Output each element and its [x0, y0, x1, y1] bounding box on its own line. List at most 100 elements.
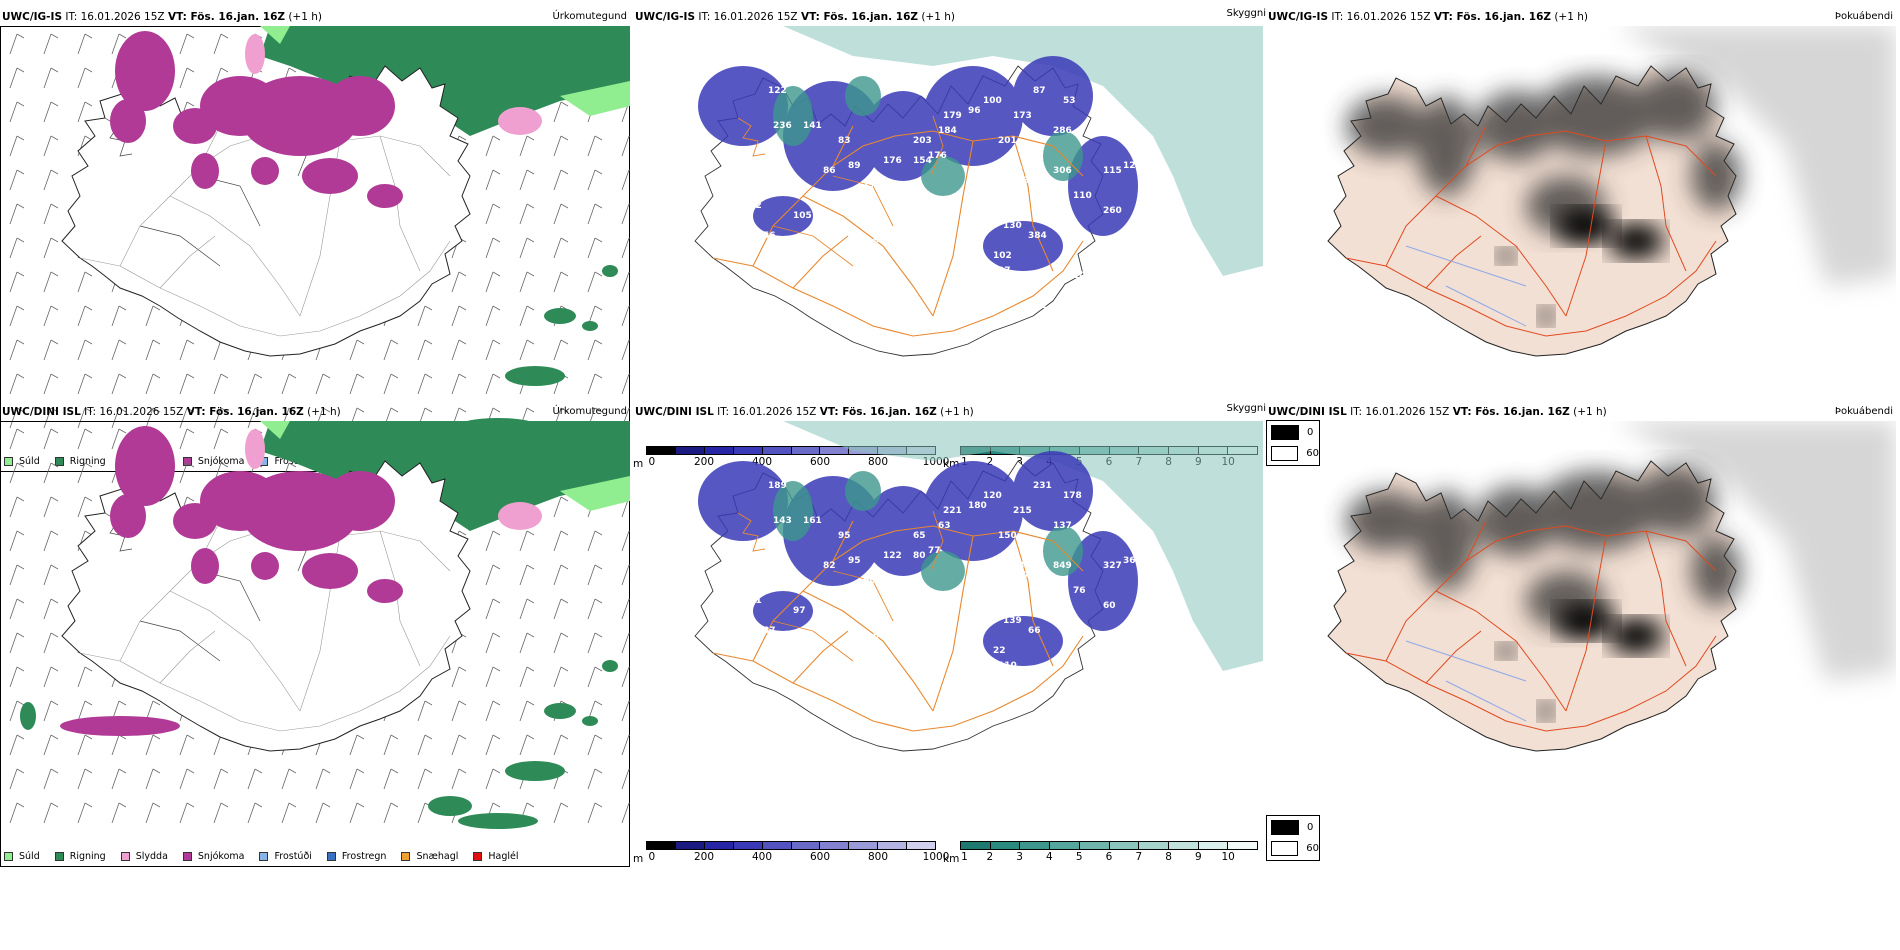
- colorbar-segment: [675, 842, 705, 849]
- colorbar-segment: [704, 842, 734, 849]
- visibility-value-label: 309: [1023, 176, 1042, 186]
- visibility-value-label: 139: [1003, 616, 1022, 626]
- visibility-value-label: 135: [1008, 281, 1027, 291]
- panel-title: Skyggni: [1226, 403, 1266, 414]
- colorbar-segment: [647, 447, 676, 454]
- legend-label: Haglél: [488, 851, 519, 862]
- visibility-value-label: 108: [1073, 271, 1092, 281]
- fog-legend-swatch: [1271, 840, 1299, 856]
- legend-label: Frostúði: [274, 851, 312, 862]
- fog-legend-label: 0: [1307, 821, 1314, 833]
- visibility-value-label: 286: [1053, 126, 1072, 136]
- visibility-value-label: 176: [883, 156, 902, 166]
- legend-item: Frostúði: [259, 851, 312, 862]
- legend-label: Snæhagl: [416, 851, 459, 862]
- visibility-value-label: 102: [993, 251, 1012, 261]
- colorbar-segment: [990, 842, 1021, 849]
- visibility-value-label: 306: [1053, 166, 1072, 176]
- visibility-value-label: 360: [1123, 556, 1142, 566]
- visibility-value-label: 129: [1123, 161, 1142, 171]
- panel-header: UWC/DINI ISL IT: 16.01.2026 15Z VT: Fös.…: [1268, 406, 1607, 418]
- colorbar-segment: [907, 842, 936, 849]
- visibility-value-label: 110: [998, 661, 1017, 671]
- colorbar-segment: [1139, 842, 1169, 849]
- visibility-value-label: 161: [803, 516, 822, 526]
- visibility-value-label: 108: [1093, 506, 1112, 516]
- colorbar-tick-label: 200: [693, 456, 715, 468]
- colorbar-tick-label: 9: [1195, 851, 1202, 863]
- panel-title: Skyggni: [1226, 8, 1266, 19]
- colorbar-segment: [762, 447, 792, 454]
- colorbar-tick-label: 6: [1105, 851, 1113, 863]
- lead-time: (+1 h): [303, 406, 341, 418]
- visibility-value-label: 80: [913, 551, 926, 561]
- legend-label: Snjókoma: [197, 851, 245, 862]
- colorbar-tick-label: 400: [751, 851, 773, 863]
- valid-time: VT: Fös. 16.jan. 16Z: [167, 11, 285, 23]
- visibility-value-label: 122: [768, 86, 787, 96]
- legend-item: Snjókoma: [182, 456, 244, 467]
- precip-legend: Súld Rigning Slydda Snjókoma Frostúði Frostre…: [4, 851, 534, 862]
- colorbar-ticks: 0 200 400 600 800 1000: [646, 850, 949, 863]
- colorbar-segment: [1050, 842, 1080, 849]
- model-name: UWC/IG-IS: [2, 11, 63, 23]
- visibility-value-label: 184: [938, 126, 957, 136]
- legend-item: Frostregn: [326, 851, 386, 862]
- colorbar-segment: [647, 842, 676, 849]
- legend-item: Súld: [4, 851, 40, 862]
- legend-item: Súld: [4, 456, 40, 467]
- visibility-colorbar-m: 0 200 400 600 800 1000: [646, 841, 949, 863]
- visibility-value-label: 53: [1063, 96, 1076, 106]
- visibility-value-label: 101: [753, 551, 772, 561]
- fog-legend: 0 60: [1266, 420, 1320, 466]
- init-time: IT: 16.01.2026 15Z: [713, 406, 820, 418]
- visibility-value-label: 135: [733, 171, 752, 181]
- legend-swatch: [259, 852, 269, 861]
- panel-header: UWC/IG-IS IT: 16.01.2026 15Z VT: Fös. 16…: [2, 11, 322, 23]
- fog-legend-label: 60: [1306, 842, 1319, 854]
- visibility-value-label: 111: [743, 596, 762, 606]
- legend-swatch: [326, 852, 336, 861]
- fog-legend-swatch: [1271, 819, 1299, 835]
- visibility-value-label: 276: [973, 211, 992, 221]
- visibility-value-label: 125: [1043, 206, 1062, 216]
- visibility-value-label: 85: [1018, 561, 1031, 571]
- visibility-value-label: 168: [783, 466, 802, 476]
- legend-swatch: [401, 852, 411, 861]
- fog-legend: 0 60: [1266, 815, 1320, 861]
- fog-legend-label: 0: [1307, 426, 1314, 438]
- precip-type-map: [9, 421, 630, 829]
- visibility-value-label: 180: [968, 501, 987, 511]
- panel-title: Úrkomutegund: [552, 406, 627, 417]
- colorbar-segment: [820, 447, 850, 454]
- visibility-value-label: 66: [1043, 601, 1056, 611]
- legend-swatch: [182, 852, 192, 861]
- colorbar-segment: [791, 842, 821, 849]
- lead-time: (+1 h): [285, 11, 323, 23]
- colorbar-tick-label: 10: [1221, 851, 1235, 863]
- visibility-value-label: 236: [773, 121, 792, 131]
- valid-time: VT: Fös. 16.jan. 16Z: [819, 406, 937, 418]
- precip-type-panel: UWC/IG-IS IT: 16.01.2026 15Z VT: Fös. 16…: [0, 8, 633, 484]
- model-name: UWC/IG-IS: [635, 11, 696, 23]
- fog-index-map: [1327, 421, 1896, 752]
- visibility-value-label: 82: [823, 561, 836, 571]
- visibility-value-label: 112: [743, 201, 762, 211]
- visibility-value-label: 97: [998, 266, 1011, 276]
- visibility-value-label: 60: [1103, 601, 1116, 611]
- model-name: UWC/DINI ISL: [635, 406, 714, 418]
- visibility-value-label: 66: [1028, 626, 1041, 636]
- visibility-value-label: 95: [838, 531, 851, 541]
- visibility-value-label: 206: [983, 176, 1002, 186]
- colorbar-segment: [1109, 842, 1140, 849]
- legend-label: Súld: [19, 851, 40, 862]
- colorbar-segment: [849, 842, 879, 849]
- visibility-value-label: 56: [763, 231, 776, 241]
- visibility-value-label: 130: [1003, 221, 1022, 231]
- visibility-value-label: 117: [733, 226, 752, 236]
- visibility-value-label: 119: [863, 616, 882, 626]
- model-name: UWC/IG-IS: [1268, 11, 1329, 23]
- visibility-value-label: 66: [733, 621, 746, 631]
- colorbar-segment: [762, 842, 792, 849]
- colorbar-tick-label: 600: [809, 851, 831, 863]
